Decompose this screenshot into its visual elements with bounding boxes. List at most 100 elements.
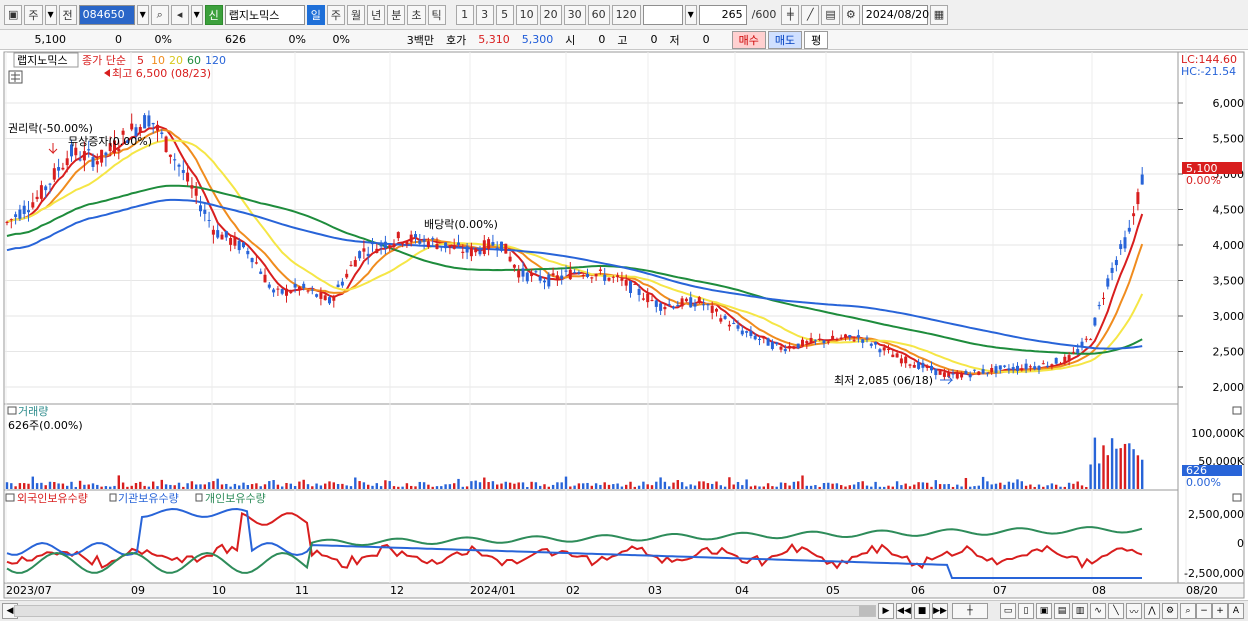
chevron-down-icon[interactable]: ▼: [44, 4, 57, 25]
window-icon[interactable]: ▣: [4, 4, 23, 25]
gear-icon[interactable]: ⚙: [841, 4, 860, 25]
fast-forward-icon[interactable]: ▶▶: [932, 603, 948, 619]
volume-bar: [599, 484, 602, 489]
volume-bar: [100, 486, 103, 489]
line-tool-icon[interactable]: ∿: [1090, 603, 1106, 619]
layout-icon-1[interactable]: ▭: [1000, 603, 1016, 619]
eval-button[interactable]: 평: [804, 30, 829, 49]
layout-icon-5[interactable]: ▥: [1072, 603, 1088, 619]
mode-select[interactable]: 주: [24, 4, 43, 25]
volume-panel-close-icon[interactable]: [1232, 406, 1242, 415]
wave-tool-icon[interactable]: 〰: [1126, 603, 1142, 619]
holding-panel-icon[interactable]: [5, 493, 15, 502]
candle-body: [91, 157, 95, 167]
volume-bar: [556, 482, 559, 489]
date-input[interactable]: 2024/08/20: [861, 4, 929, 25]
candle-body: [637, 288, 641, 295]
candle-body: [727, 324, 731, 327]
speaker-dropdown-icon[interactable]: ▼: [190, 4, 203, 25]
holding-panel-close-icon[interactable]: [1232, 493, 1242, 502]
trend-tool-icon[interactable]: ╲: [1108, 603, 1124, 619]
font-size-icon[interactable]: A: [1228, 603, 1244, 619]
candle-body: [280, 289, 284, 294]
interval-20[interactable]: 20: [539, 4, 562, 25]
layout-icon-3[interactable]: ▣: [1036, 603, 1052, 619]
custom-interval-input[interactable]: [642, 4, 683, 25]
interval-60[interactable]: 60: [587, 4, 610, 25]
candle-body: [1063, 356, 1067, 363]
stock-chart[interactable]: 6,0005,5005,0004,5004,0003,5003,0002,500…: [0, 51, 1248, 600]
sell-button[interactable]: 매도: [767, 30, 803, 49]
zoom-icon[interactable]: ⌕: [1180, 603, 1196, 619]
save-icon[interactable]: ▤: [821, 4, 840, 25]
volume-bar: [754, 485, 757, 489]
volume-bar: [203, 484, 206, 489]
candle-body: [844, 334, 847, 338]
volume-bar: [938, 484, 942, 489]
stock-code-input[interactable]: 084650: [78, 4, 135, 25]
interval-1[interactable]: 1: [455, 4, 474, 25]
period-second[interactable]: 초: [407, 4, 426, 25]
volume-bar: [801, 475, 804, 489]
volume-bar: [1012, 482, 1015, 489]
period-year[interactable]: 년: [367, 4, 386, 25]
horizontal-scrollbar[interactable]: [14, 605, 876, 617]
period-month[interactable]: 월: [347, 4, 366, 25]
layout-icon-4[interactable]: ▤: [1054, 603, 1070, 619]
candle-body: [229, 238, 233, 245]
interval-dropdown-icon[interactable]: ▼: [684, 4, 697, 25]
interval-10[interactable]: 10: [515, 4, 538, 25]
buy-button[interactable]: 매수: [731, 30, 766, 49]
period-day[interactable]: 일: [306, 4, 325, 25]
ma-line-20: [6, 139, 1144, 374]
rewind-icon[interactable]: ◀◀: [896, 603, 912, 619]
code-dropdown-icon[interactable]: ▼: [136, 4, 149, 25]
speaker-icon[interactable]: ◂: [170, 4, 189, 25]
volume-bar: [332, 482, 335, 489]
volume-bar: [539, 485, 542, 489]
volume-bar: [1007, 481, 1011, 489]
prefix-button[interactable]: 전: [58, 4, 77, 25]
volume-bar: [298, 481, 301, 489]
draw-tool-icon[interactable]: ╱: [801, 4, 820, 25]
scroll-right-icon[interactable]: ▶: [878, 603, 894, 619]
candle-body: [977, 371, 981, 375]
interval-3[interactable]: 3: [475, 4, 494, 25]
settings-tool-icon[interactable]: ⚙: [1162, 603, 1178, 619]
candle-body: [577, 272, 581, 274]
candle-body: [199, 205, 202, 212]
panel-title-box[interactable]: [13, 52, 79, 68]
rights-arrow-icon: [48, 143, 58, 155]
hc-label: HC:-21.54: [1181, 65, 1236, 78]
layout-icon-2[interactable]: ▯: [1018, 603, 1034, 619]
interval-120[interactable]: 120: [611, 4, 641, 25]
volume-panel[interactable]: [3, 403, 1179, 491]
scrollbar-thumb[interactable]: [859, 606, 875, 616]
candle-body: [770, 341, 774, 349]
zoom-slider[interactable]: ┼: [952, 603, 988, 619]
candle-body: [887, 349, 890, 351]
calendar-icon[interactable]: ▦: [929, 4, 949, 25]
volume-bar: [766, 483, 770, 489]
volume-bar: [1024, 485, 1028, 489]
period-minute[interactable]: 분: [387, 4, 406, 25]
holding-legend-individual: 개인보유수량: [205, 492, 266, 505]
candle-body: [930, 365, 933, 371]
stop-icon[interactable]: ■: [914, 603, 930, 619]
interval-5[interactable]: 5: [495, 4, 514, 25]
zoom-out-icon[interactable]: −: [1196, 603, 1212, 619]
candle-body: [482, 240, 486, 255]
volume-panel-icon[interactable]: [7, 406, 17, 415]
search-icon[interactable]: ⌕: [150, 4, 169, 25]
volume-bar: [551, 484, 555, 489]
volume-bar: [182, 486, 185, 489]
pattern-tool-icon[interactable]: ⋀: [1144, 603, 1160, 619]
period-tick[interactable]: 틱: [427, 4, 446, 25]
current-price: 5,100: [34, 33, 67, 46]
candle-body: [551, 273, 555, 276]
candle-type-icon[interactable]: ╪: [781, 4, 800, 25]
display-count-input[interactable]: 265: [698, 4, 747, 25]
period-week[interactable]: 주: [326, 4, 346, 25]
interval-30[interactable]: 30: [563, 4, 586, 25]
zoom-in-icon[interactable]: +: [1212, 603, 1228, 619]
